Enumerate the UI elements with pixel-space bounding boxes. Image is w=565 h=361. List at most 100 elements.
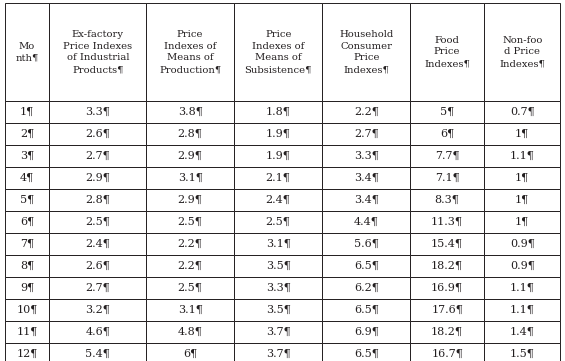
Text: Price
Indexes of
Means of
Production¶: Price Indexes of Means of Production¶ xyxy=(159,30,221,74)
Text: 7.7¶: 7.7¶ xyxy=(435,151,459,161)
Bar xyxy=(234,233,322,255)
Bar xyxy=(5,189,49,211)
Bar xyxy=(146,3,234,101)
Bar xyxy=(5,167,49,189)
Text: 2.7¶: 2.7¶ xyxy=(85,151,110,161)
Bar xyxy=(410,343,484,361)
Text: 10¶: 10¶ xyxy=(16,305,38,315)
Text: 1.4¶: 1.4¶ xyxy=(510,327,534,337)
Text: 2¶: 2¶ xyxy=(20,129,34,139)
Text: 1.1¶: 1.1¶ xyxy=(510,305,534,315)
Bar xyxy=(234,167,322,189)
Bar xyxy=(484,189,560,211)
Text: 3.5¶: 3.5¶ xyxy=(266,305,290,315)
Bar xyxy=(484,255,560,277)
Bar xyxy=(146,123,234,145)
Bar xyxy=(5,101,49,123)
Bar xyxy=(49,123,146,145)
Bar xyxy=(5,343,49,361)
Text: Mo
nth¶: Mo nth¶ xyxy=(15,42,38,62)
Text: 3.3¶: 3.3¶ xyxy=(85,107,110,117)
Bar xyxy=(49,101,146,123)
Bar xyxy=(234,123,322,145)
Text: 9¶: 9¶ xyxy=(20,283,34,293)
Text: 3.1¶: 3.1¶ xyxy=(177,305,203,315)
Text: 18.2¶: 18.2¶ xyxy=(431,261,463,271)
Bar xyxy=(410,145,484,167)
Text: 11¶: 11¶ xyxy=(16,327,38,337)
Bar xyxy=(322,189,410,211)
Bar xyxy=(234,101,322,123)
Text: 1¶: 1¶ xyxy=(20,107,34,117)
Text: 2.2¶: 2.2¶ xyxy=(177,239,203,249)
Bar xyxy=(5,211,49,233)
Text: 2.8¶: 2.8¶ xyxy=(177,129,203,139)
Bar xyxy=(484,277,560,299)
Text: 3.2¶: 3.2¶ xyxy=(85,305,110,315)
Text: 4.8¶: 4.8¶ xyxy=(177,327,203,337)
Bar xyxy=(146,145,234,167)
Bar xyxy=(146,255,234,277)
Text: Non-foo
d Price
Indexes¶: Non-foo d Price Indexes¶ xyxy=(499,36,545,68)
Text: 2.2¶: 2.2¶ xyxy=(177,261,203,271)
Bar xyxy=(234,321,322,343)
Text: 4.6¶: 4.6¶ xyxy=(85,327,110,337)
Bar xyxy=(234,3,322,101)
Bar xyxy=(410,123,484,145)
Bar xyxy=(5,321,49,343)
Bar xyxy=(5,123,49,145)
Bar xyxy=(146,299,234,321)
Text: 3¶: 3¶ xyxy=(20,151,34,161)
Text: 2.9¶: 2.9¶ xyxy=(177,151,203,161)
Bar xyxy=(322,123,410,145)
Bar xyxy=(5,255,49,277)
Bar xyxy=(410,101,484,123)
Text: 1.8¶: 1.8¶ xyxy=(266,107,290,117)
Text: 2.5¶: 2.5¶ xyxy=(177,217,203,227)
Text: 2.7¶: 2.7¶ xyxy=(354,129,379,139)
Text: 2.9¶: 2.9¶ xyxy=(85,173,110,183)
Bar xyxy=(410,277,484,299)
Bar xyxy=(49,277,146,299)
Bar xyxy=(234,299,322,321)
Bar xyxy=(49,3,146,101)
Bar xyxy=(484,321,560,343)
Bar xyxy=(234,145,322,167)
Bar xyxy=(49,167,146,189)
Text: 5.6¶: 5.6¶ xyxy=(354,239,379,249)
Bar xyxy=(146,189,234,211)
Text: 16.7¶: 16.7¶ xyxy=(431,349,463,359)
Bar xyxy=(49,145,146,167)
Text: 6¶: 6¶ xyxy=(20,217,34,227)
Text: 1.1¶: 1.1¶ xyxy=(510,151,534,161)
Text: 1.1¶: 1.1¶ xyxy=(510,283,534,293)
Bar xyxy=(146,233,234,255)
Text: 2.5¶: 2.5¶ xyxy=(266,217,290,227)
Bar xyxy=(234,211,322,233)
Text: 3.7¶: 3.7¶ xyxy=(266,327,290,337)
Bar xyxy=(484,123,560,145)
Text: 12¶: 12¶ xyxy=(16,349,38,359)
Bar xyxy=(234,277,322,299)
Text: 2.5¶: 2.5¶ xyxy=(85,217,110,227)
Bar xyxy=(234,189,322,211)
Text: 16.9¶: 16.9¶ xyxy=(431,283,463,293)
Text: 7.1¶: 7.1¶ xyxy=(434,173,459,183)
Text: 11.3¶: 11.3¶ xyxy=(431,217,463,227)
Bar xyxy=(234,343,322,361)
Text: Food
Price
Indexes¶: Food Price Indexes¶ xyxy=(424,36,470,68)
Text: 2.9¶: 2.9¶ xyxy=(177,195,203,205)
Text: Ex-factory
Price Indexes
of Industrial
Products¶: Ex-factory Price Indexes of Industrial P… xyxy=(63,30,132,74)
Bar xyxy=(322,299,410,321)
Bar xyxy=(484,211,560,233)
Bar xyxy=(146,343,234,361)
Text: 3.3¶: 3.3¶ xyxy=(354,151,379,161)
Bar xyxy=(410,167,484,189)
Bar xyxy=(410,211,484,233)
Bar xyxy=(322,3,410,101)
Text: 6¶: 6¶ xyxy=(440,129,454,139)
Bar xyxy=(484,299,560,321)
Text: 1.5¶: 1.5¶ xyxy=(510,349,534,359)
Text: 3.3¶: 3.3¶ xyxy=(266,283,290,293)
Text: 3.4¶: 3.4¶ xyxy=(354,195,379,205)
